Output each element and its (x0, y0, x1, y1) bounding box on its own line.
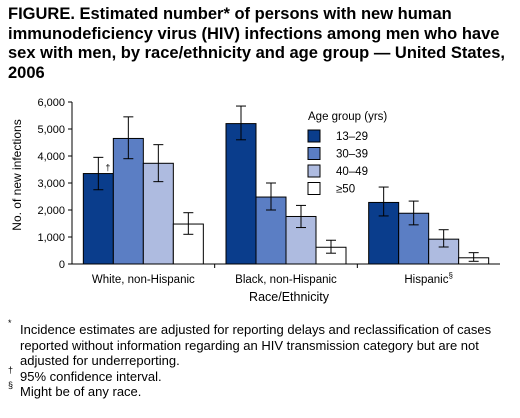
legend-label: 13–29 (336, 131, 368, 143)
footnote-mark: † (8, 364, 14, 375)
footnote-confidence-interval: † 95% confidence interval. (6, 364, 514, 385)
x-tick-label: Hispanic§ (404, 271, 453, 286)
legend-swatch (307, 182, 321, 195)
legend-label: 40–49 (336, 166, 368, 178)
y-axis-label: No. of new infections (10, 119, 24, 230)
y-axis: 0 1,000 2,000 3,000 4,000 5,000 6,000 (37, 97, 73, 271)
x-tick-label: Black, non-Hispanic (235, 274, 337, 286)
bar-annotation: † (105, 162, 110, 172)
legend-label: 30–39 (336, 149, 368, 161)
legend-label: ≥50 (336, 184, 355, 196)
y-tick-label: 1,000 (37, 232, 65, 244)
x-tick-label-text: Hispanic (404, 274, 448, 286)
footnote-mark: * (8, 318, 12, 328)
x-axis-label: Race/Ethnicity (249, 290, 330, 304)
legend-swatch (307, 147, 321, 160)
y-tick-label: 5,000 (37, 124, 65, 136)
figure-title: FIGURE. Estimated number* of persons wit… (8, 5, 505, 82)
legend-title: Age group (yrs) (308, 111, 387, 123)
x-axis: White, non-Hispanic Black, non-Hispanic Hi… (72, 263, 500, 286)
footnote-text: Might be of any race. (20, 384, 142, 399)
x-tick-label-text: Black, non-Hispanic (235, 274, 337, 286)
y-tick-label: 4,000 (37, 151, 65, 163)
y-tick-label: 2,000 (37, 205, 65, 217)
footnotes: * Incidence estimates are adjusted for re… (6, 318, 514, 400)
error-bars (93, 105, 479, 262)
footnote-text: 95% confidence interval. (20, 368, 162, 384)
legend-swatch (307, 129, 321, 143)
x-tick-label-mark: § (448, 271, 452, 280)
y-tick-label: 3,000 (37, 178, 65, 190)
footnote-text: Incidence estimates are adjusted for rep… (20, 322, 492, 368)
chart-legend: Age group (yrs) 13–29 30–39 40–49 ≥50 (307, 111, 387, 196)
footnote-race: § Might be of any race. (6, 380, 514, 400)
bar-series: † (82, 123, 490, 265)
x-tick-label-text: White, non-Hispanic (92, 274, 195, 286)
bar-chart: 0 1,000 2,000 3,000 4,000 5,000 6,000 White, n… (10, 97, 500, 304)
bar-13-29-1 (225, 123, 257, 265)
bar-30-39-0 (112, 137, 144, 265)
footnote-mark: § (8, 380, 14, 390)
x-tick-label: White, non-Hispanic (92, 274, 195, 286)
y-tick-label: 0 (59, 259, 65, 271)
footnote-incidence: * Incidence estimates are adjusted for re… (6, 318, 514, 369)
legend-swatch (307, 164, 321, 178)
y-tick-label: 6,000 (37, 97, 65, 109)
